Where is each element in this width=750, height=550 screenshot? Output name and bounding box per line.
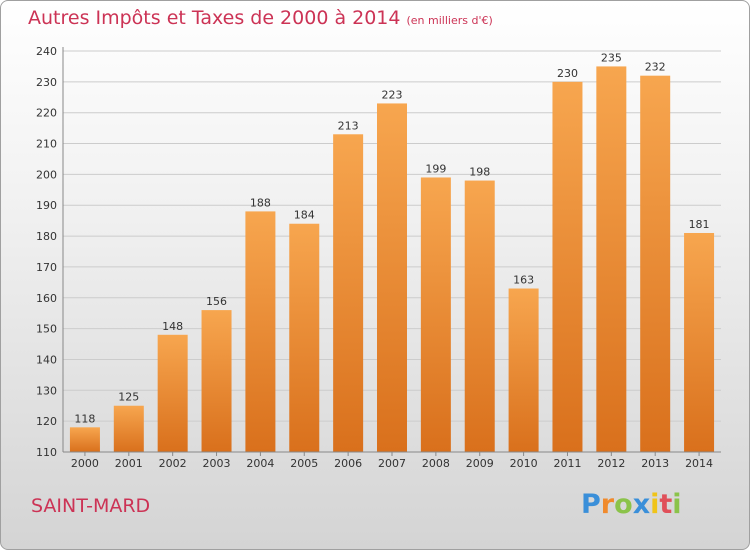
bar-2000 <box>69 427 100 452</box>
logo-letter: P <box>581 489 601 520</box>
x-tick-label: 2007 <box>378 457 406 470</box>
value-label: 125 <box>118 391 139 404</box>
bar-2002 <box>157 334 188 452</box>
bar-2013 <box>640 75 671 452</box>
bar-2004 <box>245 211 276 452</box>
x-tick-label: 2009 <box>466 457 494 470</box>
logo-letter: x <box>632 489 651 520</box>
y-tick-label: 120 <box>36 415 57 428</box>
y-tick-label: 110 <box>36 446 57 459</box>
bar-2008 <box>420 177 451 452</box>
logo-letter: i <box>672 489 682 520</box>
bar-2003 <box>201 310 232 452</box>
bar-2014 <box>684 232 715 452</box>
value-label: 181 <box>689 218 710 231</box>
y-tick-label: 240 <box>36 45 57 58</box>
x-tick-label: 2001 <box>115 457 143 470</box>
x-tick-label: 2000 <box>71 457 99 470</box>
city-name: SAINT-MARD <box>31 495 151 517</box>
x-tick-label: 2011 <box>553 457 581 470</box>
x-tick-label: 2008 <box>422 457 450 470</box>
y-tick-label: 220 <box>36 107 57 120</box>
logo-letter: r <box>600 489 615 520</box>
chart-title: Autres Impôts et Taxes de 2000 à 2014 (en… <box>28 7 493 29</box>
value-label: 213 <box>338 119 359 132</box>
value-label: 118 <box>74 412 95 425</box>
value-label: 148 <box>162 320 183 333</box>
value-label: 184 <box>294 209 315 222</box>
bar-2012 <box>596 66 627 452</box>
value-label: 223 <box>382 88 403 101</box>
value-label: 199 <box>425 162 446 175</box>
y-tick-label: 150 <box>36 323 57 336</box>
value-label: 198 <box>469 166 490 179</box>
x-tick-label: 2010 <box>510 457 538 470</box>
bars: 118 125 148 156 188 184 213 223 199 198 163 230 235 2… <box>69 51 715 453</box>
x-tick-label: 2004 <box>246 457 274 470</box>
x-tick-label: 2014 <box>685 457 713 470</box>
bar-2011 <box>552 81 583 452</box>
x-tick-label: 2002 <box>159 457 187 470</box>
value-label: 188 <box>250 196 271 209</box>
value-label: 156 <box>206 295 227 308</box>
x-tick-label: 2013 <box>641 457 669 470</box>
axes: 110 120 130 140 150 160 170 180 190 200 210 220 230 2… <box>36 45 721 470</box>
y-tick-label: 130 <box>36 384 57 397</box>
y-tick-label: 230 <box>36 76 57 89</box>
value-label: 230 <box>557 67 578 80</box>
bar-2007 <box>377 103 407 452</box>
x-tick-label: 2012 <box>597 457 625 470</box>
chart-subtitle: (en milliers d'€) <box>406 14 493 27</box>
chart-title-text: Autres Impôts et Taxes de 2000 à 2014 <box>28 7 401 29</box>
x-tick-label: 2006 <box>334 457 362 470</box>
x-tick-label: 2003 <box>203 457 231 470</box>
bar-2010 <box>508 288 539 452</box>
y-tick-label: 180 <box>36 230 57 243</box>
y-tick-label: 210 <box>36 138 57 151</box>
proxiti-logo[interactable]: Proxiti <box>581 489 682 520</box>
y-tick-label: 170 <box>36 261 57 274</box>
y-tick-label: 160 <box>36 292 57 305</box>
logo-letter: o <box>614 489 633 520</box>
bar-2005 <box>289 223 320 452</box>
bar-2006 <box>333 134 364 453</box>
bar-2009 <box>464 180 495 453</box>
logo-letter: t <box>659 489 673 520</box>
y-tick-label: 200 <box>36 168 57 181</box>
y-tick-label: 190 <box>36 199 57 212</box>
value-label: 235 <box>601 51 622 64</box>
value-label: 163 <box>513 274 534 287</box>
logo-letter: i <box>650 489 660 520</box>
value-label: 232 <box>645 61 666 74</box>
bar-2001 <box>113 405 144 452</box>
y-tick-label: 140 <box>36 353 57 366</box>
x-tick-label: 2005 <box>290 457 318 470</box>
